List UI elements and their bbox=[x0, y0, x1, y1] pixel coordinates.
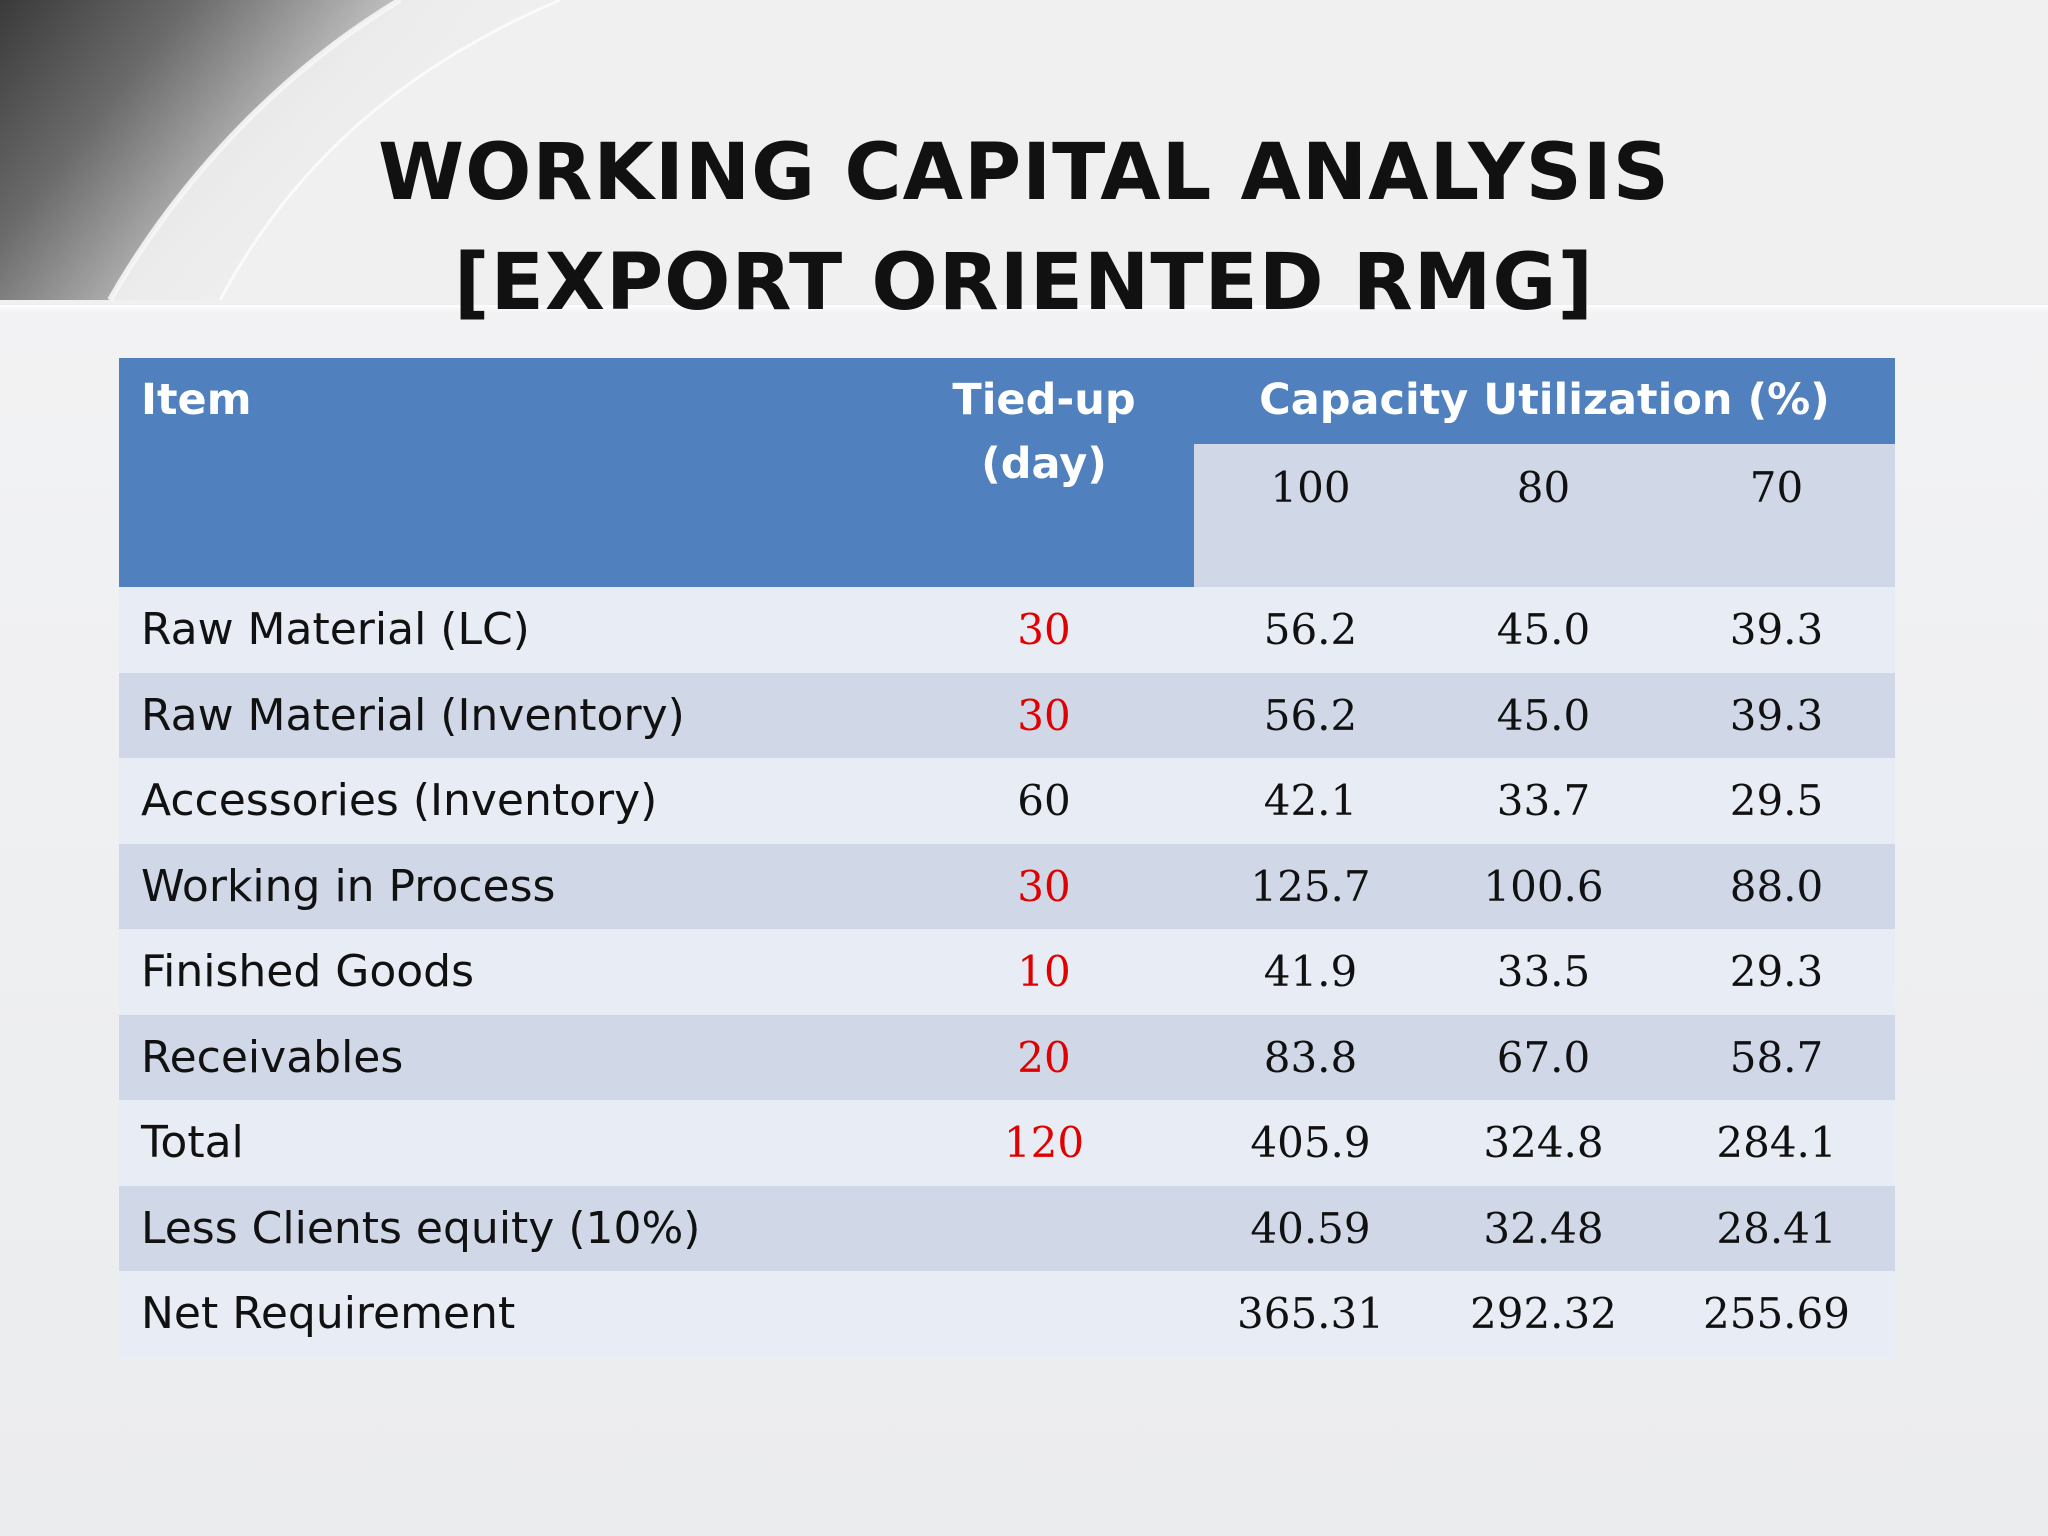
table-row: Working in Process 30 125.7 100.6 88.0 bbox=[119, 843, 1895, 929]
row-tied-up-days: 60 bbox=[1017, 776, 1071, 825]
header-tied-line-2: (day) bbox=[981, 439, 1107, 489]
row-value-100: 83.8 bbox=[1263, 1032, 1358, 1082]
row-value-70: 29.5 bbox=[1729, 776, 1824, 825]
table-row: Raw Material (LC) 30 56.2 45.0 39.3 bbox=[119, 587, 1895, 673]
row-value-100: 365.31 bbox=[1237, 1289, 1384, 1338]
row-value-80: 45.0 bbox=[1496, 690, 1591, 740]
row-tied-up-days: 30 bbox=[1017, 861, 1071, 911]
slide-title: WORKING CAPITAL ANALYSIS [EXPORT ORIENTE… bbox=[0, 118, 2048, 338]
row-value-100: 56.2 bbox=[1263, 690, 1358, 740]
row-item-label: Receivables bbox=[141, 1031, 404, 1083]
capacity-subheader: 100 80 70 bbox=[1194, 444, 1895, 587]
row-value-80: 100.6 bbox=[1483, 861, 1604, 911]
table-row: Total 120 405.9 324.8 284.1 bbox=[119, 1100, 1895, 1186]
row-value-70: 255.69 bbox=[1703, 1289, 1850, 1338]
subheader-col-80: 80 bbox=[1516, 463, 1571, 512]
row-value-70: 28.41 bbox=[1716, 1203, 1837, 1253]
row-value-100: 125.7 bbox=[1250, 861, 1371, 911]
table-row: Accessories (Inventory) 60 42.1 33.7 29.5 bbox=[119, 758, 1895, 844]
table-row: Finished Goods 10 41.9 33.5 29.3 bbox=[119, 929, 1895, 1015]
subheader-col-100: 100 bbox=[1270, 463, 1351, 512]
row-tied-up-days: 120 bbox=[1003, 1118, 1085, 1167]
row-value-100: 56.2 bbox=[1263, 605, 1358, 654]
row-value-100: 405.9 bbox=[1250, 1118, 1371, 1167]
table-header: Item Tied-up (day) Capacity Utilization … bbox=[119, 358, 1895, 587]
title-line-1: WORKING CAPITAL ANALYSIS bbox=[378, 128, 1670, 218]
title-line-2: [EXPORT ORIENTED RMG] bbox=[453, 238, 1595, 328]
row-tied-up-days bbox=[899, 1186, 1189, 1272]
row-value-80: 33.5 bbox=[1496, 947, 1591, 996]
row-value-70: 88.0 bbox=[1729, 861, 1824, 911]
row-value-70: 284.1 bbox=[1716, 1118, 1837, 1167]
row-item-label: Working in Process bbox=[141, 860, 556, 912]
row-item-label: Net Requirement bbox=[141, 1288, 516, 1339]
subheader-col-70: 70 bbox=[1749, 463, 1804, 512]
row-value-70: 39.3 bbox=[1729, 690, 1824, 740]
table-row: Raw Material (Inventory) 30 56.2 45.0 39.3 bbox=[119, 672, 1895, 758]
table-body: Raw Material (LC) 30 56.2 45.0 39.3 Raw Mater… bbox=[119, 587, 1895, 1357]
table-row: Receivables 20 83.8 67.0 58.7 bbox=[119, 1014, 1895, 1100]
row-tied-up-days: 20 bbox=[1017, 1032, 1071, 1082]
header-tied-up: Tied-up (day) bbox=[899, 368, 1189, 496]
row-value-80: 32.48 bbox=[1483, 1203, 1604, 1253]
row-value-70: 39.3 bbox=[1729, 605, 1824, 654]
row-item-label: Accessories (Inventory) bbox=[141, 775, 658, 826]
row-value-80: 45.0 bbox=[1496, 605, 1591, 654]
row-value-100: 40.59 bbox=[1250, 1203, 1371, 1253]
working-capital-table: Item Tied-up (day) Capacity Utilization … bbox=[119, 358, 1895, 1357]
row-tied-up-days: 10 bbox=[1017, 947, 1071, 996]
row-item-label: Raw Material (Inventory) bbox=[141, 689, 685, 741]
row-item-label: Total bbox=[141, 1117, 244, 1168]
header-capacity-utilization: Capacity Utilization (%) bbox=[1259, 375, 1830, 425]
row-tied-up-days: 30 bbox=[1017, 690, 1071, 740]
background-band bbox=[0, 305, 2048, 313]
table-row: Less Clients equity (10%) 40.59 32.48 28.41 bbox=[119, 1185, 1895, 1272]
row-item-label: Finished Goods bbox=[141, 946, 475, 997]
table-row: Net Requirement 365.31 292.32 255.69 bbox=[119, 1271, 1895, 1357]
row-value-80: 292.32 bbox=[1470, 1289, 1617, 1338]
header-item: Item bbox=[141, 375, 252, 425]
row-value-100: 41.9 bbox=[1263, 947, 1358, 996]
row-value-80: 33.7 bbox=[1496, 776, 1591, 825]
row-value-70: 58.7 bbox=[1729, 1032, 1824, 1082]
row-value-80: 67.0 bbox=[1496, 1032, 1591, 1082]
row-value-70: 29.3 bbox=[1729, 947, 1824, 996]
row-tied-up-days: 30 bbox=[1017, 605, 1071, 654]
row-item-label: Less Clients equity (10%) bbox=[141, 1202, 701, 1254]
row-value-100: 42.1 bbox=[1263, 776, 1358, 825]
row-tied-up-days bbox=[899, 1271, 1189, 1357]
row-item-label: Raw Material (LC) bbox=[141, 604, 530, 655]
row-value-80: 324.8 bbox=[1483, 1118, 1604, 1167]
header-tied-line-1: Tied-up bbox=[952, 375, 1136, 425]
background-swoosh bbox=[0, 0, 2048, 310]
swoosh-graphic bbox=[0, 0, 2048, 310]
